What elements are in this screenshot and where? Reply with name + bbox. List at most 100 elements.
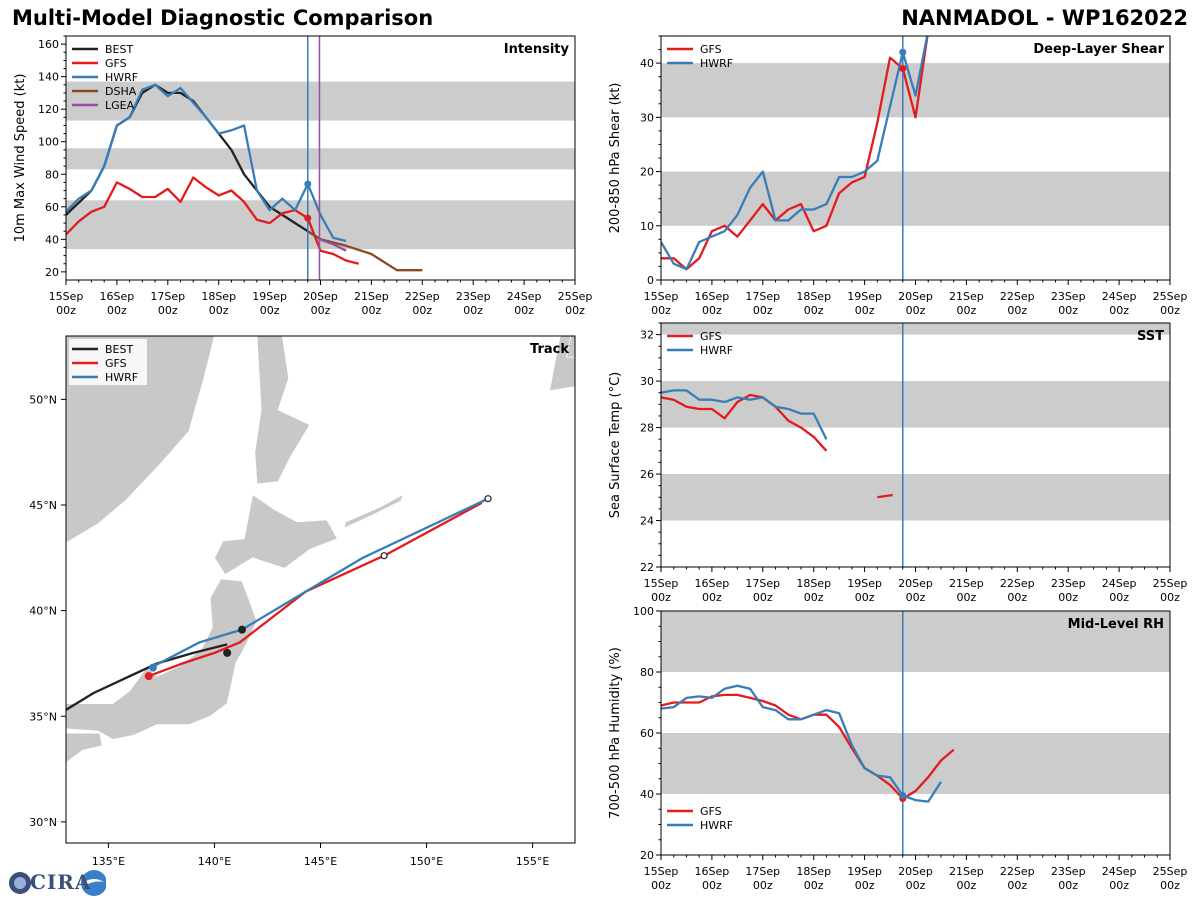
track-xtick-label: 155°E bbox=[516, 855, 549, 868]
shear-ytick-label: 40 bbox=[640, 57, 654, 70]
track-ytick-label: 50°N bbox=[29, 393, 57, 406]
rh-xtick-label: 18Sep 00z bbox=[796, 865, 831, 892]
sst-xtick-label: 21Sep 00z bbox=[949, 577, 984, 604]
shear-ytick-label: 20 bbox=[640, 166, 654, 179]
shear-line-hwrf bbox=[661, 36, 929, 271]
track-xtick-label: 140°E bbox=[198, 855, 231, 868]
sst-ytick-label: 22 bbox=[640, 561, 654, 574]
intensity-line-dsha bbox=[307, 230, 423, 272]
intensity-ytick-label: 60 bbox=[45, 201, 59, 214]
intensity-marker-gfs bbox=[304, 214, 312, 222]
sst-title: SST bbox=[1137, 329, 1164, 344]
rh-marker-hwrf bbox=[899, 792, 907, 800]
rh-xtick-label: 17Sep 00z bbox=[745, 865, 780, 892]
legend-label-gfs: GFS bbox=[700, 330, 722, 343]
shear-band-0 bbox=[661, 171, 1170, 226]
intensity-xtick-label: 25Sep 00z bbox=[558, 290, 593, 317]
rh-xtick-label: 20Sep 00z bbox=[898, 865, 933, 892]
track-panel: 135°E 140°E 145°E 150°E 155°E 30°N 35°N 40°N 45°… bbox=[29, 335, 576, 868]
track-xtick-label: 135°E bbox=[92, 855, 125, 868]
shear-line-gfs bbox=[661, 36, 929, 271]
track-marker-best bbox=[223, 648, 232, 657]
land-shikoku bbox=[66, 732, 103, 764]
sst-ytick-label: 26 bbox=[640, 468, 654, 481]
sst-xtick-label: 25Sep 00z bbox=[1153, 577, 1188, 604]
rh-ytick-label: 100 bbox=[633, 605, 654, 618]
sst-line-gfs-1 bbox=[877, 493, 893, 499]
storm-title: NANMADOL - WP162022 bbox=[901, 6, 1188, 30]
legend-label-best: BEST bbox=[105, 43, 133, 56]
rh-xtick-label: 25Sep 00z bbox=[1153, 865, 1188, 892]
page-title: Multi-Model Diagnostic Comparison bbox=[12, 6, 434, 30]
shear-ylabel: 200-850 hPa Shear (kt) bbox=[608, 83, 623, 234]
sst-xtick-label: 22Sep 00z bbox=[1000, 577, 1035, 604]
rh-xtick-label: 21Sep 00z bbox=[949, 865, 984, 892]
track-marker-open bbox=[380, 552, 388, 560]
track-series bbox=[66, 495, 492, 711]
sst-ylabel: Sea Surface Temp (°C) bbox=[608, 372, 623, 519]
intensity-title: Intensity bbox=[504, 42, 570, 57]
legend-label-dsha: DSHA bbox=[105, 85, 137, 98]
land-mainland bbox=[66, 336, 215, 544]
legend-label-hwrf: HWRF bbox=[700, 819, 733, 832]
rh-xtick-label: 16Sep 00z bbox=[695, 865, 730, 892]
shear-bands bbox=[661, 63, 1170, 226]
intensity-xtick-label: 18Sep 00z bbox=[201, 290, 236, 317]
sst-band-0 bbox=[661, 474, 1170, 521]
shear-ytick-label: 30 bbox=[640, 111, 654, 124]
sst-ytick-label: 24 bbox=[640, 515, 654, 528]
legend-label-hwrf: HWRF bbox=[700, 344, 733, 357]
intensity-band-0 bbox=[66, 200, 575, 250]
sst-ytick-label: 30 bbox=[640, 375, 654, 388]
intensity-panel: 15Sep 00z 16Sep 00z 17Sep 00z 18Sep 00z 19Sep 00z… bbox=[13, 35, 593, 317]
intensity-ytick-label: 120 bbox=[38, 103, 59, 116]
sst-bands bbox=[661, 323, 1170, 521]
rh-ytick-label: 80 bbox=[640, 666, 654, 679]
track-marker-gfs bbox=[144, 672, 153, 681]
shear-series bbox=[661, 36, 929, 271]
rh-panel: 15Sep 00z 16Sep 00z 17Sep 00z 18Sep 00z 19Sep 00z… bbox=[608, 605, 1187, 892]
track-ytick-label: 35°N bbox=[29, 710, 57, 723]
track-ytick-label: 30°N bbox=[29, 816, 57, 829]
intensity-ytick-label: 160 bbox=[38, 38, 59, 51]
intensity-xtick-label: 17Sep 00z bbox=[150, 290, 185, 317]
intensity-ytick-label: 40 bbox=[45, 233, 59, 246]
intensity-xtick-label: 21Sep 00z bbox=[354, 290, 389, 317]
track-title: Track bbox=[530, 342, 569, 357]
track-xtick-label: 150°E bbox=[410, 855, 443, 868]
sst-ytick-label: 32 bbox=[640, 329, 654, 342]
sst-xtick-label: 20Sep 00z bbox=[898, 577, 933, 604]
rh-xtick-label: 22Sep 00z bbox=[1000, 865, 1035, 892]
track-line-best bbox=[66, 643, 228, 711]
legend-label-best: BEST bbox=[105, 343, 133, 356]
land-coast-ne bbox=[566, 336, 575, 358]
legend-label-hwrf: HWRF bbox=[700, 57, 733, 70]
rh-xtick-label: 24Sep 00z bbox=[1102, 865, 1137, 892]
land-kurils bbox=[343, 493, 404, 529]
track-line-hwrf bbox=[150, 497, 489, 669]
legend-label-gfs: GFS bbox=[700, 43, 722, 56]
sst-frame bbox=[660, 322, 1171, 568]
shear-panel: 15Sep 00z 16Sep 00z 17Sep 00z 18Sep 00z 19Sep 00z… bbox=[608, 35, 1187, 317]
shear-xtick-label: 24Sep 00z bbox=[1102, 290, 1137, 317]
legend-label-gfs: GFS bbox=[105, 357, 127, 370]
sst-line-hwrf bbox=[661, 389, 828, 440]
shear-xtick-label: 18Sep 00z bbox=[796, 290, 831, 317]
land-hokkaido bbox=[214, 493, 339, 576]
legend-label-hwrf: HWRF bbox=[105, 371, 138, 384]
legend-label-hwrf: HWRF bbox=[105, 71, 138, 84]
rh-ylabel: 700-500 hPa Humidity (%) bbox=[608, 647, 623, 819]
sst-panel: 15Sep 00z 16Sep 00z 17Sep 00z 18Sep 00z 19Sep 00z… bbox=[608, 322, 1188, 604]
sst-xtick-label: 23Sep 00z bbox=[1051, 577, 1086, 604]
shear-ytick-label: 0 bbox=[647, 274, 654, 287]
shear-xtick-label: 20Sep 00z bbox=[898, 290, 933, 317]
legend-label-lgea: LGEA bbox=[105, 99, 135, 112]
track-marker-hwrf bbox=[148, 663, 157, 672]
rh-line-hwrf bbox=[661, 684, 942, 803]
intensity-xtick-label: 23Sep 00z bbox=[456, 290, 491, 317]
shear-ytick-label: 10 bbox=[640, 220, 654, 233]
intensity-bands bbox=[66, 81, 575, 250]
cira-logo: CIRA bbox=[6, 868, 106, 898]
track-xtick-label: 145°E bbox=[304, 855, 337, 868]
shear-xtick-label: 22Sep 00z bbox=[1000, 290, 1035, 317]
